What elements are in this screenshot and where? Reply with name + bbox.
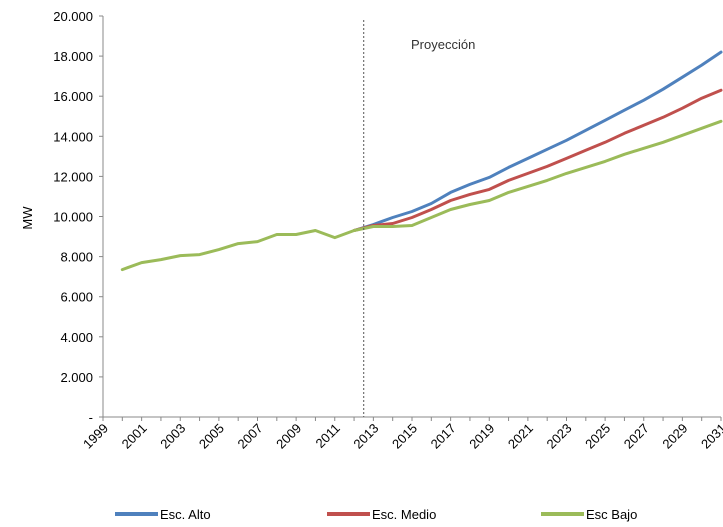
y-tick-label: 18.000 [53,49,93,64]
x-tick-label: 2015 [389,421,420,452]
legend: Esc. Alto Esc. Medio Esc Bajo [115,507,637,522]
series-line-esc-bajo [352,119,723,232]
x-tick-labels: 1999 2001 2003 2005 2007 2009 2011 2013 2015 2017… [80,421,723,452]
y-axis-label: MW [20,206,35,230]
x-tick-label: 2021 [505,421,536,452]
x-tick-label: 2017 [428,421,459,452]
series-line-esc-medio [352,88,723,232]
y-tick-labels: - 2.000 4.000 6.000 8.000 10.000 12.000 14.000 1… [53,9,93,425]
y-tick-label: 4.000 [60,330,93,345]
x-tick-label: 2029 [659,421,690,452]
x-tick-label: 2031 [698,421,723,452]
x-tick-label: 2007 [235,421,266,452]
y-tick-label: 20.000 [53,9,93,24]
y-tick-label: - [89,410,93,425]
legend-label-esc-medio: Esc. Medio [372,507,436,522]
x-tick-label: 2013 [350,421,381,452]
y-tick-label: 8.000 [60,250,93,265]
y-tick-label: 16.000 [53,89,93,104]
legend-label-esc-alto: Esc. Alto [160,507,211,522]
series-line-historical [120,229,356,272]
y-tick-label: 12.000 [53,169,93,184]
x-tick-label: 2025 [582,421,613,452]
axes [99,15,722,421]
y-tick-label: 2.000 [60,370,93,385]
x-tick-label: 1999 [80,421,111,452]
series-line-esc-alto [352,50,723,232]
x-tick-label: 2003 [157,421,188,452]
x-tick-label: 2019 [466,421,497,452]
y-tick-label: 14.000 [53,129,93,144]
projection-annotation: Proyección [411,37,475,52]
legend-label-esc-bajo: Esc Bajo [586,507,637,522]
x-tick-label: 2027 [621,421,652,452]
y-tick-label: 6.000 [60,290,93,305]
x-tick-label: 2023 [544,421,575,452]
x-tick-label: 2005 [196,421,227,452]
x-tick-label: 2001 [119,421,150,452]
x-tick-label: 2011 [312,421,342,451]
series-lines [120,50,723,272]
y-tick-label: 10.000 [53,210,93,225]
x-tick-label: 2009 [273,421,304,452]
